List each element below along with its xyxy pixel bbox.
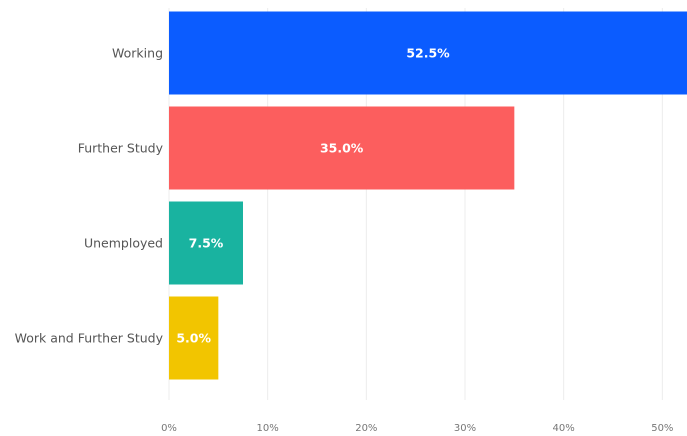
x-tick-label: 30% [454,423,476,434]
category-label: Working [112,46,163,61]
x-tick-label: 0% [161,423,177,434]
x-tick-label: 10% [257,423,279,434]
category-label: Further Study [78,141,164,156]
bar [169,11,687,95]
bars: 52.5% 35.0% 7.5% 5.0% [169,11,687,380]
bar [169,106,515,190]
x-tick-label: 40% [553,423,575,434]
x-tick-label: 50% [651,423,673,434]
data-label: 7.5% [189,236,224,251]
x-tick-label: 20% [355,423,377,434]
category-labels: Working Further Study Unemployed Work and F… [15,46,164,346]
bar [169,201,243,285]
category-label: Unemployed [84,236,163,251]
bar [169,296,219,380]
data-label: 35.0% [320,141,364,156]
x-axis-ticks: 0% 10% 20% 30% 40% 50% [161,423,673,434]
category-label: Work and Further Study [15,331,164,346]
data-label: 5.0% [176,331,211,346]
data-label: 52.5% [406,46,450,61]
